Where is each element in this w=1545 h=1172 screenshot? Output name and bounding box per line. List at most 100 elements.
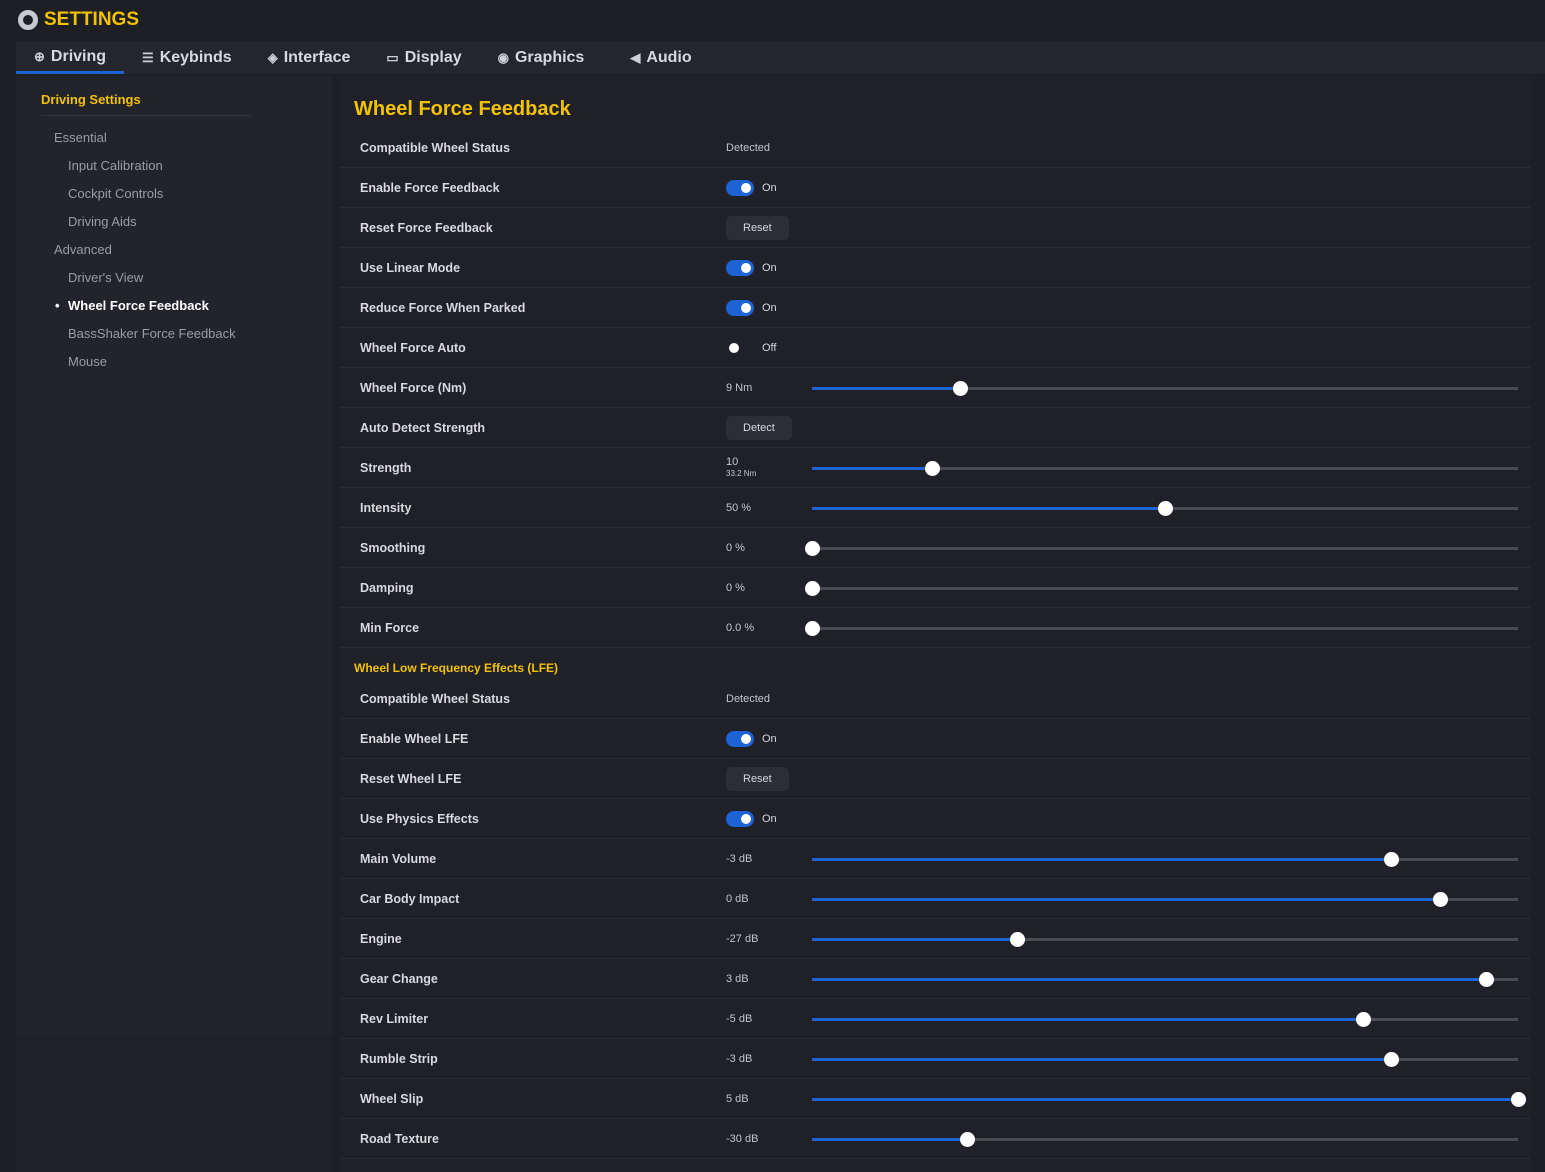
slider-track[interactable] (812, 1052, 1518, 1067)
slider-value: -3 dB (726, 853, 792, 865)
speaker-icon: ◀ (630, 50, 641, 65)
tab-keybinds[interactable]: ☰ Keybinds (124, 42, 250, 74)
detect-button[interactable]: Detect (726, 415, 792, 440)
slider-thumb[interactable] (1009, 932, 1025, 947)
slider-track[interactable] (812, 892, 1518, 907)
sidebar-item-wheel-force-feedback[interactable]: Wheel Force Feedback (16, 292, 332, 320)
slider-track[interactable] (812, 1132, 1518, 1147)
title-bar: SETTINGS (0, 0, 1545, 40)
sidebar: Driving Settings Essential Input Calibrat… (16, 76, 332, 1172)
slider-track[interactable] (805, 541, 1518, 556)
slider-thumb[interactable] (960, 1132, 976, 1147)
slider-thumb[interactable] (1479, 972, 1495, 987)
setting-label: Enable Wheel LFE (360, 731, 469, 746)
setting-label: Engine (360, 931, 402, 946)
slider-value-text: -5 dB (726, 1012, 753, 1025)
sidebar-item-mouse[interactable]: Mouse (68, 354, 108, 369)
slider-track[interactable] (812, 852, 1518, 867)
tab-driving[interactable]: ⊕ Driving (16, 42, 125, 74)
slider-thumb[interactable] (925, 461, 941, 476)
slider-value-text: 50 % (726, 501, 752, 514)
toggle-switch[interactable] (726, 299, 754, 316)
slider-fill (812, 858, 1391, 861)
sidebar-item-driver-s-view[interactable]: Driver's View (68, 270, 144, 285)
setting-label: Auto Detect Strength (360, 420, 485, 435)
slider-value-text: 10 (726, 455, 739, 468)
tab-interface[interactable]: ◈ Interface (250, 42, 369, 74)
tab-label: Interface (283, 49, 351, 66)
setting-row: Enable Wheel LFE On (340, 719, 1531, 759)
toggle-switch[interactable] (726, 810, 754, 827)
section-title: Wheel Low Frequency Effects (LFE) (354, 661, 559, 675)
setting-label: Strength (360, 460, 412, 475)
reset-button[interactable]: Reset (726, 766, 789, 791)
slider-fill (812, 467, 933, 470)
slider-thumb[interactable] (1433, 892, 1449, 907)
slider-thumb[interactable] (1383, 1052, 1399, 1067)
setting-row: Wheel Slip 5 dB (340, 1079, 1531, 1119)
setting-label: Rumble Strip (360, 1051, 438, 1066)
slider-track[interactable] (812, 1012, 1518, 1027)
slider-value-text: -3 dB (726, 1052, 753, 1065)
sidebar-item-advanced[interactable]: Advanced (54, 242, 112, 257)
tab-display[interactable]: ▭ Display (368, 42, 479, 74)
slider-thumb[interactable] (1383, 852, 1399, 867)
slider-thumb[interactable] (805, 581, 820, 596)
toggle-switch[interactable] (726, 259, 754, 276)
slider-track[interactable] (812, 501, 1518, 516)
sidebar-item-essential[interactable]: Essential (54, 130, 107, 145)
sidebar-item-bassshaker-force-feedback[interactable]: BassShaker Force Feedback (68, 326, 236, 341)
sidebar-item-input-calibration[interactable]: Input Calibration (68, 158, 163, 173)
setting-label: Reset Force Feedback (360, 220, 493, 235)
slider-track[interactable] (812, 461, 1518, 476)
slider-thumb[interactable] (953, 381, 969, 396)
tab-graphics[interactable]: ◉ Graphics (480, 42, 603, 74)
toggle-label: On (762, 812, 777, 825)
toggle-switch[interactable] (726, 179, 754, 196)
section-title: Wheel Force Feedback (354, 98, 571, 120)
slider-value: -30 dB (726, 1133, 792, 1145)
tab-label: Driving (50, 47, 107, 65)
sidebar-item-cockpit-controls[interactable]: Cockpit Controls (68, 186, 164, 201)
setting-label: Rev Limiter (360, 1011, 429, 1026)
toggle-label: On (762, 732, 777, 745)
setting-label: Reset Wheel LFE (360, 771, 462, 786)
setting-label: Road Texture (360, 1131, 439, 1146)
toggle-switch[interactable] (726, 730, 754, 747)
setting-label: Reduce Force When Parked (360, 300, 526, 315)
slider-fill (812, 1018, 1363, 1021)
slider-thumb[interactable] (1511, 1092, 1526, 1107)
slider-value: -3 dB (726, 1053, 792, 1065)
tab-label: Keybinds (159, 49, 232, 66)
slider-track[interactable] (812, 972, 1518, 987)
slider-thumb[interactable] (805, 621, 820, 636)
slider-track[interactable] (805, 621, 1518, 636)
slider-value-text: 5 dB (726, 1092, 749, 1105)
slider-thumb[interactable] (1158, 501, 1173, 516)
slider-thumb[interactable] (805, 541, 820, 556)
setting-row: Use Physics Effects On (340, 799, 1531, 839)
slider-value-text: 0 dB (726, 892, 749, 905)
slider-track[interactable] (812, 381, 1518, 396)
toggle-label: On (762, 261, 777, 274)
slider-track[interactable] (805, 581, 1518, 596)
setting-label: Wheel Force (Nm) (360, 380, 467, 395)
setting-row: Min Force 0.0 % (340, 608, 1531, 648)
tab-audio[interactable]: ◀ Audio (612, 42, 709, 74)
sliders-icon: ☰ (142, 50, 154, 65)
slider-track[interactable] (812, 932, 1518, 947)
setting-label: Car Body Impact (360, 891, 460, 906)
slider-value: 0 % (726, 542, 792, 554)
tab-label: Audio (646, 49, 692, 66)
toggle-switch[interactable] (726, 340, 754, 356)
slider-track[interactable] (812, 1092, 1526, 1107)
setting-row: Car Body Impact 0 dB (340, 879, 1531, 919)
reset-button[interactable]: Reset (726, 215, 789, 240)
setting-row: Auto Detect Strength Detect (340, 408, 1531, 448)
sidebar-item-driving-aids[interactable]: Driving Aids (68, 214, 137, 229)
slider-fill (812, 1138, 968, 1141)
graphics-icon: ◉ (497, 50, 509, 65)
slider-value: 10 33.2 Nm (726, 456, 792, 480)
slider-thumb[interactable] (1355, 1012, 1371, 1027)
tab-bar: ⊕ Driving ☰ Keybinds ◈ Interface ▭ Display ◉ Grap… (16, 42, 1545, 74)
